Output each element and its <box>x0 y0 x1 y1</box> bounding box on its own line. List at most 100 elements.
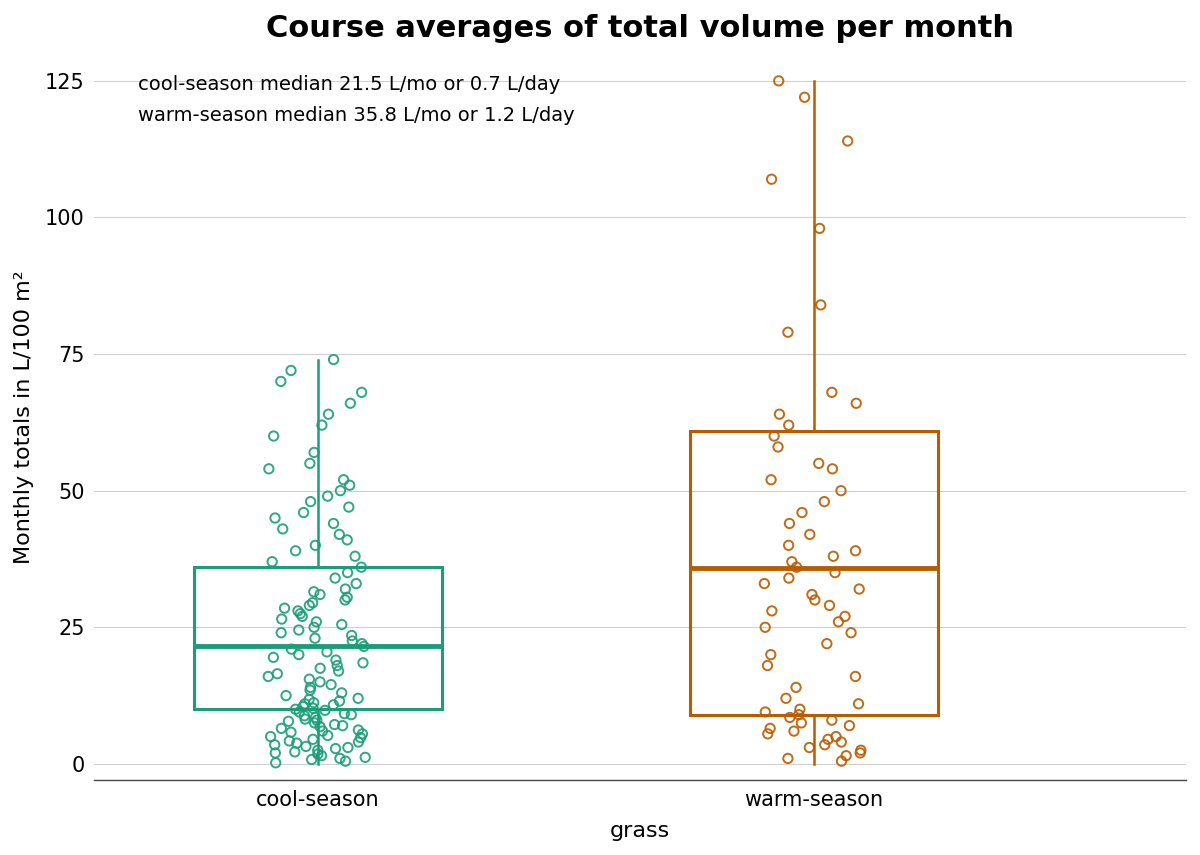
Point <box>271 374 290 388</box>
Point <box>286 703 305 716</box>
Point <box>850 582 869 596</box>
Point <box>300 672 319 686</box>
Point <box>787 560 806 574</box>
Point <box>305 621 324 634</box>
Point <box>822 713 841 727</box>
Point <box>785 724 804 738</box>
Point <box>841 626 860 640</box>
Point <box>758 658 778 672</box>
Point <box>308 743 328 757</box>
Point <box>263 555 282 569</box>
Point <box>800 528 820 541</box>
Point <box>336 754 355 768</box>
Point <box>300 598 319 612</box>
Point <box>755 577 774 591</box>
Point <box>272 612 292 626</box>
Point <box>780 711 799 724</box>
Point <box>265 746 284 760</box>
Point <box>776 692 796 705</box>
Point <box>268 667 287 681</box>
Point <box>322 678 341 692</box>
Point <box>324 516 343 530</box>
Point <box>278 715 298 728</box>
Point <box>328 658 347 672</box>
Point <box>301 681 320 694</box>
Point <box>295 697 314 711</box>
Point <box>353 727 372 740</box>
Point <box>349 723 368 737</box>
Point <box>326 653 346 667</box>
Point <box>311 587 330 601</box>
Point <box>832 754 851 768</box>
Point <box>826 566 845 580</box>
Point <box>779 326 798 339</box>
Point <box>265 511 284 525</box>
Point <box>325 717 344 731</box>
Point <box>815 738 834 752</box>
Point <box>779 752 798 765</box>
Point <box>809 457 828 470</box>
Point <box>304 696 323 710</box>
Point <box>347 577 366 591</box>
Point <box>340 479 359 492</box>
Point <box>296 740 316 753</box>
Point <box>341 397 360 410</box>
Point <box>282 363 301 377</box>
Bar <box>690 431 938 715</box>
Point <box>847 397 866 410</box>
Point <box>779 418 798 432</box>
Y-axis label: Monthly totals in L/100 m²: Monthly totals in L/100 m² <box>14 270 34 563</box>
Point <box>286 544 305 557</box>
Point <box>334 719 353 733</box>
Point <box>295 712 314 726</box>
Point <box>324 698 343 711</box>
Point <box>266 756 286 770</box>
Point <box>342 708 361 722</box>
Point <box>282 642 301 656</box>
Point <box>851 746 870 760</box>
Point <box>770 407 790 421</box>
Point <box>336 593 355 607</box>
Point <box>324 353 343 367</box>
Point <box>337 533 356 546</box>
Point <box>792 716 811 730</box>
Point <box>318 728 337 742</box>
Point <box>300 693 319 706</box>
Point <box>275 601 294 615</box>
Point <box>822 386 841 399</box>
Point <box>823 462 842 475</box>
Point <box>274 522 293 536</box>
Point <box>288 604 307 617</box>
Point <box>317 645 336 658</box>
X-axis label: grass: grass <box>610 821 671 841</box>
Point <box>300 457 319 470</box>
Point <box>289 623 308 637</box>
Point <box>761 648 780 662</box>
Point <box>829 615 848 628</box>
Point <box>281 725 300 739</box>
Point <box>332 686 352 699</box>
Point <box>306 539 325 552</box>
Point <box>280 734 299 748</box>
Point <box>305 716 324 730</box>
Point <box>758 727 778 740</box>
Point <box>355 751 374 764</box>
Point <box>262 729 281 743</box>
Point <box>811 298 830 312</box>
Point <box>316 704 335 717</box>
Point <box>779 571 798 585</box>
Bar <box>193 567 442 710</box>
Point <box>259 462 278 475</box>
Point <box>312 749 331 763</box>
Point <box>304 701 323 715</box>
Point <box>330 528 349 541</box>
Point <box>295 709 314 722</box>
Point <box>271 626 290 640</box>
Point <box>305 445 324 459</box>
Point <box>832 735 851 749</box>
Point <box>306 711 325 724</box>
Point <box>290 607 310 621</box>
Text: cool-season median 21.5 L/mo or 0.7 L/day
warm-season median 35.8 L/mo or 1.2 L/: cool-season median 21.5 L/mo or 0.7 L/da… <box>138 75 575 126</box>
Point <box>794 91 814 104</box>
Point <box>799 740 818 754</box>
